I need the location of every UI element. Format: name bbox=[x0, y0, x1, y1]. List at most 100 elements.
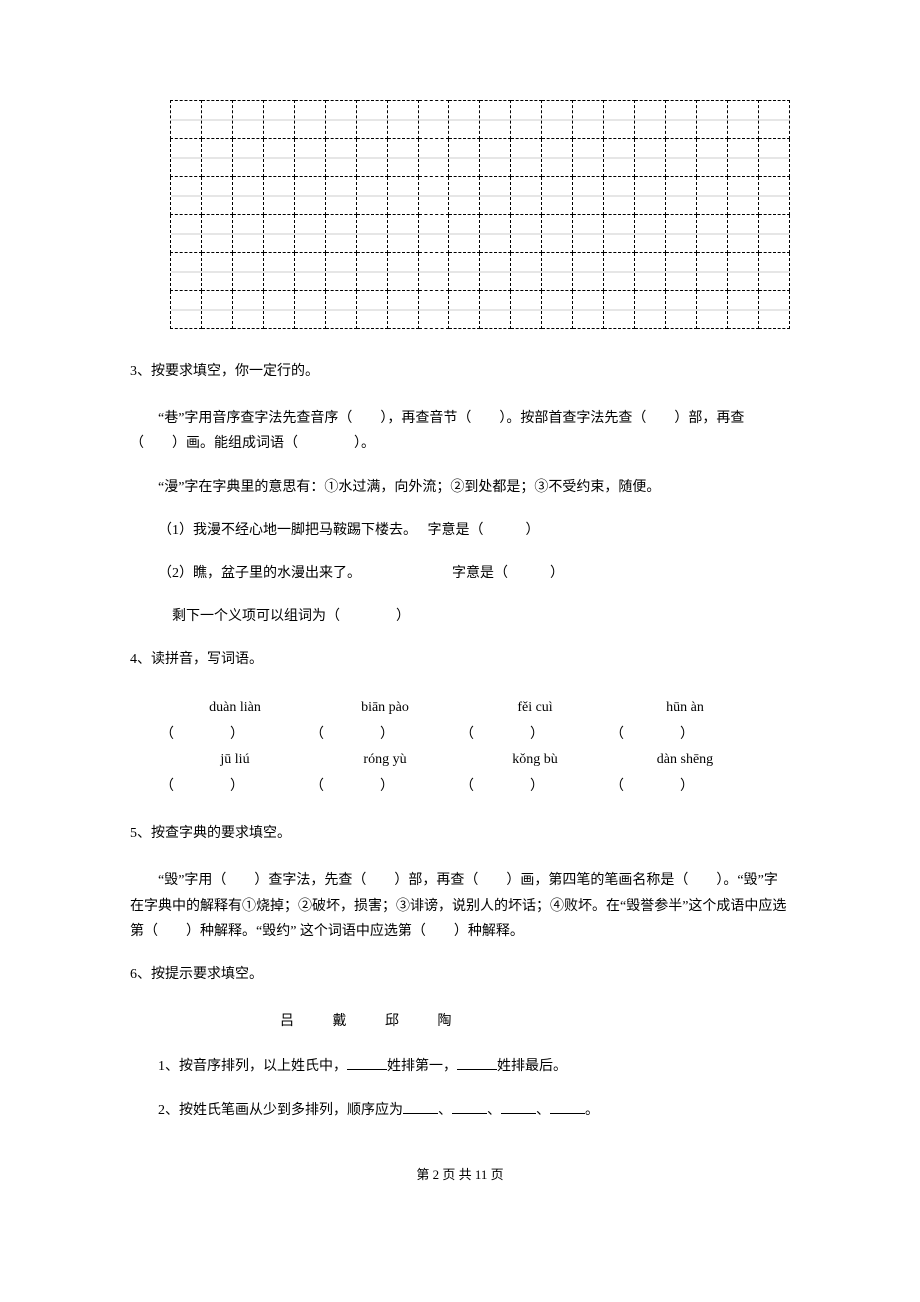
grid-cell bbox=[666, 139, 697, 177]
paren-cell: （ ） bbox=[460, 722, 610, 747]
grid-cell bbox=[263, 291, 294, 329]
grid-cell bbox=[666, 291, 697, 329]
grid-cell bbox=[356, 177, 387, 215]
grid-cell bbox=[449, 139, 480, 177]
grid-cell bbox=[542, 177, 573, 215]
grid-cell bbox=[201, 101, 232, 139]
q6-sub1-mid: 姓排第一， bbox=[387, 1059, 457, 1074]
paren-cell: （ ） bbox=[160, 774, 310, 799]
grid-cell bbox=[325, 139, 356, 177]
grid-cell bbox=[418, 101, 449, 139]
grid-cell bbox=[511, 177, 542, 215]
question-3-title: 3、按要求填空，你一定行的。 bbox=[130, 359, 790, 384]
grid-cell bbox=[696, 253, 727, 291]
grid-cell bbox=[480, 253, 511, 291]
grid-cell bbox=[171, 291, 202, 329]
grid-cell bbox=[201, 291, 232, 329]
grid-cell bbox=[542, 101, 573, 139]
grid-cell bbox=[758, 177, 789, 215]
grid-cell bbox=[418, 139, 449, 177]
question-5: 5、按查字典的要求填空。 bbox=[130, 821, 790, 846]
q6-sub2-prefix: 2、按姓氏笔画从少到多排列，顺序应为 bbox=[158, 1103, 403, 1118]
paren-cell: （ ） bbox=[610, 774, 760, 799]
page-footer: 第 2 页 共 11 页 bbox=[130, 1163, 790, 1186]
grid-cell bbox=[387, 101, 418, 139]
sep: 、 bbox=[438, 1103, 452, 1118]
grid-cell bbox=[449, 253, 480, 291]
grid-cell bbox=[573, 177, 604, 215]
grid-cell bbox=[418, 215, 449, 253]
pinyin-cell: duàn liàn bbox=[160, 695, 310, 720]
surname: 陶 bbox=[438, 1014, 452, 1029]
grid-cell bbox=[201, 215, 232, 253]
paren-row-2: （ ） （ ） （ ） （ ） bbox=[160, 774, 790, 799]
grid-cell bbox=[727, 291, 758, 329]
pinyin-cell: kǒng bù bbox=[460, 747, 610, 772]
grid-cell bbox=[171, 139, 202, 177]
grid-cell bbox=[666, 101, 697, 139]
grid-cell bbox=[263, 253, 294, 291]
blank bbox=[452, 1100, 487, 1114]
grid-cell bbox=[573, 101, 604, 139]
pinyin-row-1: duàn liàn biān pào fěi cuì hūn àn bbox=[160, 695, 790, 720]
question-6-sub1: 1、按音序排列，以上姓氏中，姓排第一，姓排最后。 bbox=[130, 1054, 790, 1079]
sep: 、 bbox=[536, 1103, 550, 1118]
blank bbox=[501, 1100, 536, 1114]
surname: 戴 bbox=[333, 1014, 347, 1029]
grid-cell bbox=[387, 139, 418, 177]
blank bbox=[347, 1056, 387, 1070]
grid-cell bbox=[542, 139, 573, 177]
pinyin-cell: biān pào bbox=[310, 695, 460, 720]
grid-cell bbox=[263, 177, 294, 215]
grid-cell bbox=[294, 291, 325, 329]
grid-cell bbox=[542, 291, 573, 329]
writing-grid bbox=[170, 100, 790, 329]
paren-cell: （ ） bbox=[310, 722, 460, 747]
question-3-p1: “巷”字用音序查字法先查音序（ ），再查音节（ ）。按部首查字法先查（ ）部，再… bbox=[130, 406, 790, 456]
pinyin-row-2: jū liú róng yù kǒng bù dàn shēng bbox=[160, 747, 790, 772]
grid-cell bbox=[171, 177, 202, 215]
grid-cell bbox=[356, 139, 387, 177]
surname: 邱 bbox=[385, 1014, 399, 1029]
grid-cell bbox=[480, 139, 511, 177]
grid-cell bbox=[232, 177, 263, 215]
q6-sub1-suffix: 姓排最后。 bbox=[497, 1059, 567, 1074]
pinyin-cell: róng yù bbox=[310, 747, 460, 772]
question-5-title: 5、按查字典的要求填空。 bbox=[130, 821, 790, 846]
blank bbox=[550, 1100, 585, 1114]
grid-cell bbox=[758, 101, 789, 139]
grid-cell bbox=[635, 139, 666, 177]
grid-cell bbox=[418, 291, 449, 329]
question-3-p2: “漫”字在字典里的意思有：①水过满，向外流；②到处都是；③不受约束，随便。 bbox=[130, 475, 790, 500]
grid-cell bbox=[201, 177, 232, 215]
grid-cell bbox=[573, 139, 604, 177]
blank bbox=[457, 1056, 497, 1070]
grid-cell bbox=[635, 215, 666, 253]
question-3: 3、按要求填空，你一定行的。 bbox=[130, 359, 790, 384]
grid-cell bbox=[758, 253, 789, 291]
blank bbox=[403, 1100, 438, 1114]
pinyin-block: duàn liàn biān pào fěi cuì hūn àn （ ） （ … bbox=[160, 695, 790, 800]
grid-cell bbox=[387, 253, 418, 291]
grid-cell bbox=[635, 101, 666, 139]
grid-cell bbox=[325, 101, 356, 139]
grid-cell bbox=[604, 253, 635, 291]
grid-cell bbox=[232, 139, 263, 177]
grid-cell bbox=[232, 101, 263, 139]
grid-cell bbox=[696, 101, 727, 139]
grid-cell bbox=[418, 177, 449, 215]
grid-cell bbox=[666, 177, 697, 215]
grid-cell bbox=[604, 177, 635, 215]
grid-cell bbox=[449, 177, 480, 215]
grid-cell bbox=[511, 291, 542, 329]
grid-cell bbox=[449, 291, 480, 329]
grid-cell bbox=[758, 291, 789, 329]
pinyin-cell: jū liú bbox=[160, 747, 310, 772]
question-3-item3: 剩下一个义项可以组词为（ ） bbox=[130, 604, 790, 629]
grid-cell bbox=[604, 139, 635, 177]
grid-cell bbox=[325, 291, 356, 329]
grid-cell bbox=[696, 215, 727, 253]
grid-cell bbox=[325, 177, 356, 215]
grid-cell bbox=[511, 215, 542, 253]
surnames-row: 吕 戴 邱 陶 bbox=[130, 1009, 790, 1034]
